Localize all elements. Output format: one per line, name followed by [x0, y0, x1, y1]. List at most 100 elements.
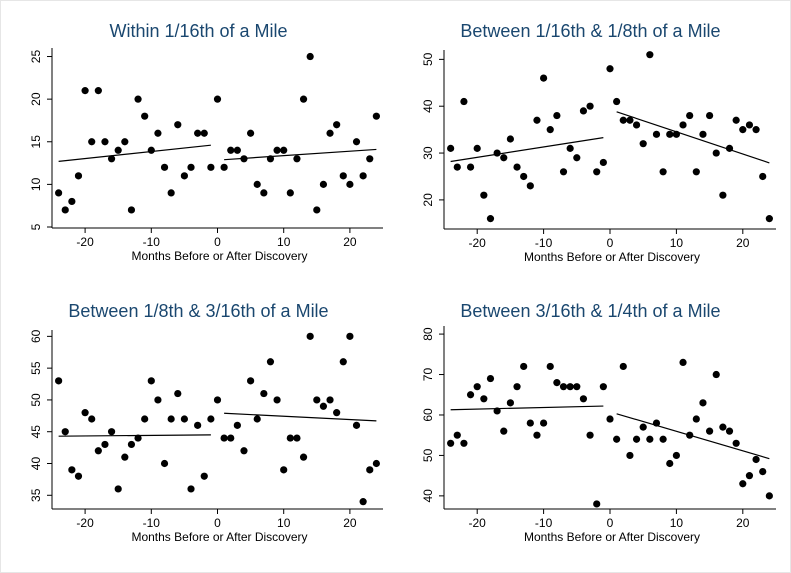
y-tick-label: 40 — [421, 99, 435, 113]
chart-between-1-8-and-3-16-mile: Between 1/8th & 3/16th of a Mile 35 40 45 50… — [29, 301, 383, 544]
scatter-point — [107, 155, 116, 163]
scatter-point — [167, 415, 175, 423]
scatter-point — [526, 182, 534, 190]
scatter-point — [55, 189, 63, 197]
scatter-point — [127, 206, 136, 214]
scatter-point — [160, 459, 169, 468]
scatter-point — [513, 383, 521, 391]
scatter-point — [493, 149, 501, 157]
scatter-point — [74, 172, 83, 180]
scatter-point — [273, 146, 281, 154]
scatter-point — [74, 472, 83, 480]
scatter-point — [520, 362, 528, 371]
x-tick-label: 10 — [670, 516, 684, 530]
y-tick-label: 50 — [421, 52, 435, 66]
scatter-point — [679, 358, 687, 366]
scatter-point — [619, 116, 627, 124]
scatter-point — [194, 421, 202, 429]
scatter-point — [732, 439, 740, 447]
scatter-point — [453, 431, 461, 439]
x-axis-label: Months Before or After Discovery — [524, 250, 700, 264]
scatter-point — [352, 421, 361, 429]
scatter-point — [473, 383, 481, 391]
scatter-point — [466, 391, 475, 399]
scatter-point — [473, 144, 481, 152]
fit-line — [450, 405, 604, 411]
scatter-point — [725, 427, 734, 435]
x-tick-label: -10 — [143, 516, 161, 530]
scatter-point — [366, 466, 374, 474]
scatter-point — [187, 485, 195, 493]
scatter-point — [147, 377, 155, 385]
scatter-point — [579, 107, 588, 115]
scatter-point — [339, 172, 347, 180]
y-tick-label: 45 — [29, 425, 43, 439]
scatter-point — [88, 138, 96, 146]
scatter-point — [566, 144, 574, 152]
scatter-point — [299, 95, 308, 103]
scatter-point — [233, 421, 241, 429]
scatter-point — [160, 163, 169, 171]
chart-panel-1-16-to-1-8: Between 1/16th & 1/8th of a Mile 20 30 40 50… — [399, 19, 782, 289]
scatter-point — [699, 130, 707, 138]
x-tick-label: 10 — [277, 235, 291, 249]
x-tick-label: 10 — [670, 236, 684, 250]
scatter-point — [739, 126, 747, 134]
scatter-point — [546, 126, 554, 134]
scatter-point — [260, 389, 268, 398]
scatter-point — [187, 163, 195, 171]
x-tick-label: 0 — [607, 236, 614, 250]
x-tick-label: 20 — [343, 235, 357, 249]
chart-between-3-16-and-1-4-mile: Between 3/16th & 1/4th of a Mile 40 50 60 70… — [421, 301, 776, 544]
scatter-point — [573, 154, 581, 162]
scatter-point — [359, 172, 367, 180]
chart-panel-within-1-16: Within 1/16th of a Mile 5 10 15 20 25 -20 -10 0 1… — [9, 19, 388, 289]
scatter-point — [719, 191, 727, 199]
scatter-point — [180, 172, 188, 180]
scatter-point — [121, 453, 129, 461]
scatter-point — [486, 215, 495, 223]
scatter-point — [359, 498, 367, 506]
scatter-point — [200, 129, 208, 137]
scatter-point — [233, 146, 241, 154]
x-tick-label: -10 — [535, 516, 553, 530]
scatter-point — [447, 439, 455, 447]
scatter-point — [579, 395, 588, 403]
scatter-point — [460, 439, 468, 447]
scatter-point — [286, 434, 294, 442]
scatter-point — [586, 102, 594, 110]
chart-within-1-16-mile: Within 1/16th of a Mile 5 10 15 20 25 -20 -10 0 1… — [29, 21, 383, 263]
scatter-point — [513, 163, 521, 171]
scatter-point — [652, 130, 661, 138]
scatter-point — [692, 415, 700, 423]
scatter-point — [712, 149, 720, 157]
scatter-point — [293, 155, 301, 163]
scatter-point — [606, 65, 614, 73]
y-tick-label: 20 — [29, 92, 43, 106]
x-tick-label: 10 — [277, 516, 291, 530]
scatter-point — [366, 155, 374, 163]
fit-line — [450, 137, 604, 163]
fit-line — [616, 413, 770, 460]
scatter-point — [333, 409, 341, 417]
scatter-point — [666, 130, 674, 138]
scatter-point — [306, 332, 314, 340]
y-tick-label: 40 — [29, 457, 43, 471]
scatter-point — [632, 435, 641, 443]
y-tick-label: 40 — [421, 489, 435, 503]
scatter-point — [613, 97, 621, 106]
scatter-point — [619, 362, 627, 371]
scatter-point — [200, 472, 208, 480]
y-tick-label: 60 — [29, 329, 43, 343]
y-tick-label: 35 — [29, 488, 43, 502]
scatter-point — [247, 129, 255, 137]
scatter-point — [68, 466, 76, 474]
y-tick-label: 55 — [29, 361, 43, 375]
scatter-point — [659, 168, 667, 176]
scatter-point — [247, 377, 255, 385]
scatter-point — [480, 191, 488, 199]
scatter-point — [626, 451, 634, 460]
scatter-point — [319, 402, 328, 410]
x-axis-label: Months Before or After Discovery — [131, 249, 307, 263]
scatter-point — [466, 163, 475, 171]
